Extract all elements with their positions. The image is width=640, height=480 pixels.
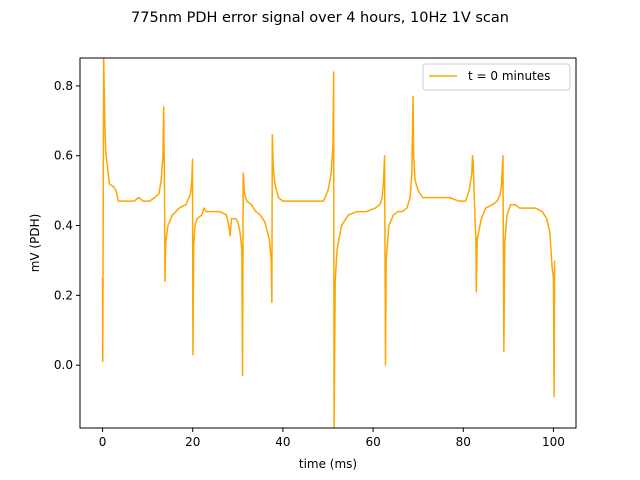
chart-title: 775nm PDH error signal over 4 hours, 10H… <box>131 10 509 26</box>
x-axis-label: time (ms) <box>299 457 357 471</box>
y-tick-label: 0.4 <box>54 219 73 233</box>
y-tick-label: 0.8 <box>54 79 73 93</box>
x-tick-label: 0 <box>99 435 107 449</box>
y-tick-label: 0.2 <box>54 288 73 302</box>
legend-label: t = 0 minutes <box>468 69 550 83</box>
y-axis-label: mV (PDH) <box>28 214 42 273</box>
x-tick-label: 60 <box>365 435 380 449</box>
plot-area <box>101 58 556 428</box>
y-axis: 0.0 0.2 0.4 0.6 0.8 <box>54 79 80 372</box>
legend: t = 0 minutes <box>422 63 571 91</box>
x-tick-label: 20 <box>185 435 200 449</box>
y-tick-label: 0.0 <box>54 358 73 372</box>
y-tick-label: 0.6 <box>54 149 73 163</box>
legend-box <box>422 63 571 91</box>
x-tick-label: 40 <box>275 435 290 449</box>
x-axis: 0 20 40 60 80 100 <box>99 428 565 449</box>
x-tick-label: 100 <box>542 435 565 449</box>
x-tick-label: 80 <box>456 435 471 449</box>
axes-frame <box>79 57 577 429</box>
series-line <box>101 58 556 428</box>
